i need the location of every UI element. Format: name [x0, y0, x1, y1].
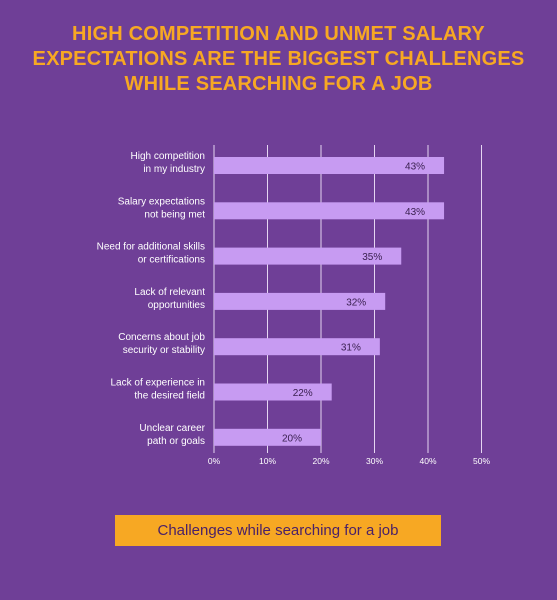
x-tick-label: 40% — [419, 456, 436, 466]
bar-value-label: 32% — [346, 297, 366, 308]
category-label: Unclear career — [139, 423, 205, 434]
category-label: Concerns about job — [118, 332, 205, 343]
bar-value-label: 20% — [282, 433, 302, 444]
x-tick-label: 30% — [366, 456, 383, 466]
bar — [214, 247, 402, 265]
bar — [214, 383, 332, 401]
category-label: High competition — [131, 151, 205, 162]
bar — [214, 428, 321, 446]
bar-value-label: 35% — [362, 252, 382, 263]
category-label: or certifications — [138, 255, 205, 266]
x-tick-label: 10% — [259, 456, 276, 466]
bar-value-label: 43% — [405, 162, 425, 173]
category-label: security or stability — [123, 345, 205, 356]
category-label: Lack of experience in — [110, 378, 205, 389]
chart-caption-text: Challenges while searching for a job — [157, 522, 399, 539]
category-label: path or goals — [147, 436, 205, 447]
bar-value-label: 43% — [405, 207, 425, 218]
bar — [214, 157, 445, 174]
title-line-3: WHILE SEARCHING FOR A JOB — [124, 73, 433, 95]
x-tick-label: 20% — [312, 456, 329, 466]
x-tick-label: 50% — [473, 456, 490, 466]
category-label: Salary expectations — [118, 196, 205, 207]
bar — [214, 292, 386, 310]
category-label: not being met — [144, 209, 205, 220]
title-line-1: HIGH COMPETITION AND UNMET SALARY — [72, 23, 485, 45]
category-label: in my industry — [143, 164, 205, 175]
bar — [214, 338, 380, 356]
category-label: Lack of relevant — [134, 287, 205, 298]
category-label: the desired field — [134, 391, 205, 402]
bar — [214, 202, 445, 220]
bar-value-label: 31% — [341, 343, 361, 354]
chart-caption-badge: Challenges while searching for a job — [115, 515, 441, 546]
x-tick-label: 0% — [208, 456, 221, 466]
category-label: Need for additional skills — [97, 242, 205, 253]
chart-title: HIGH COMPETITION AND UNMET SALARY EXPECT… — [0, 22, 557, 97]
category-label: opportunities — [148, 300, 205, 311]
title-line-2: EXPECTATIONS ARE THE BIGGEST CHALLENGES — [32, 48, 525, 70]
bar-value-label: 22% — [293, 388, 313, 399]
